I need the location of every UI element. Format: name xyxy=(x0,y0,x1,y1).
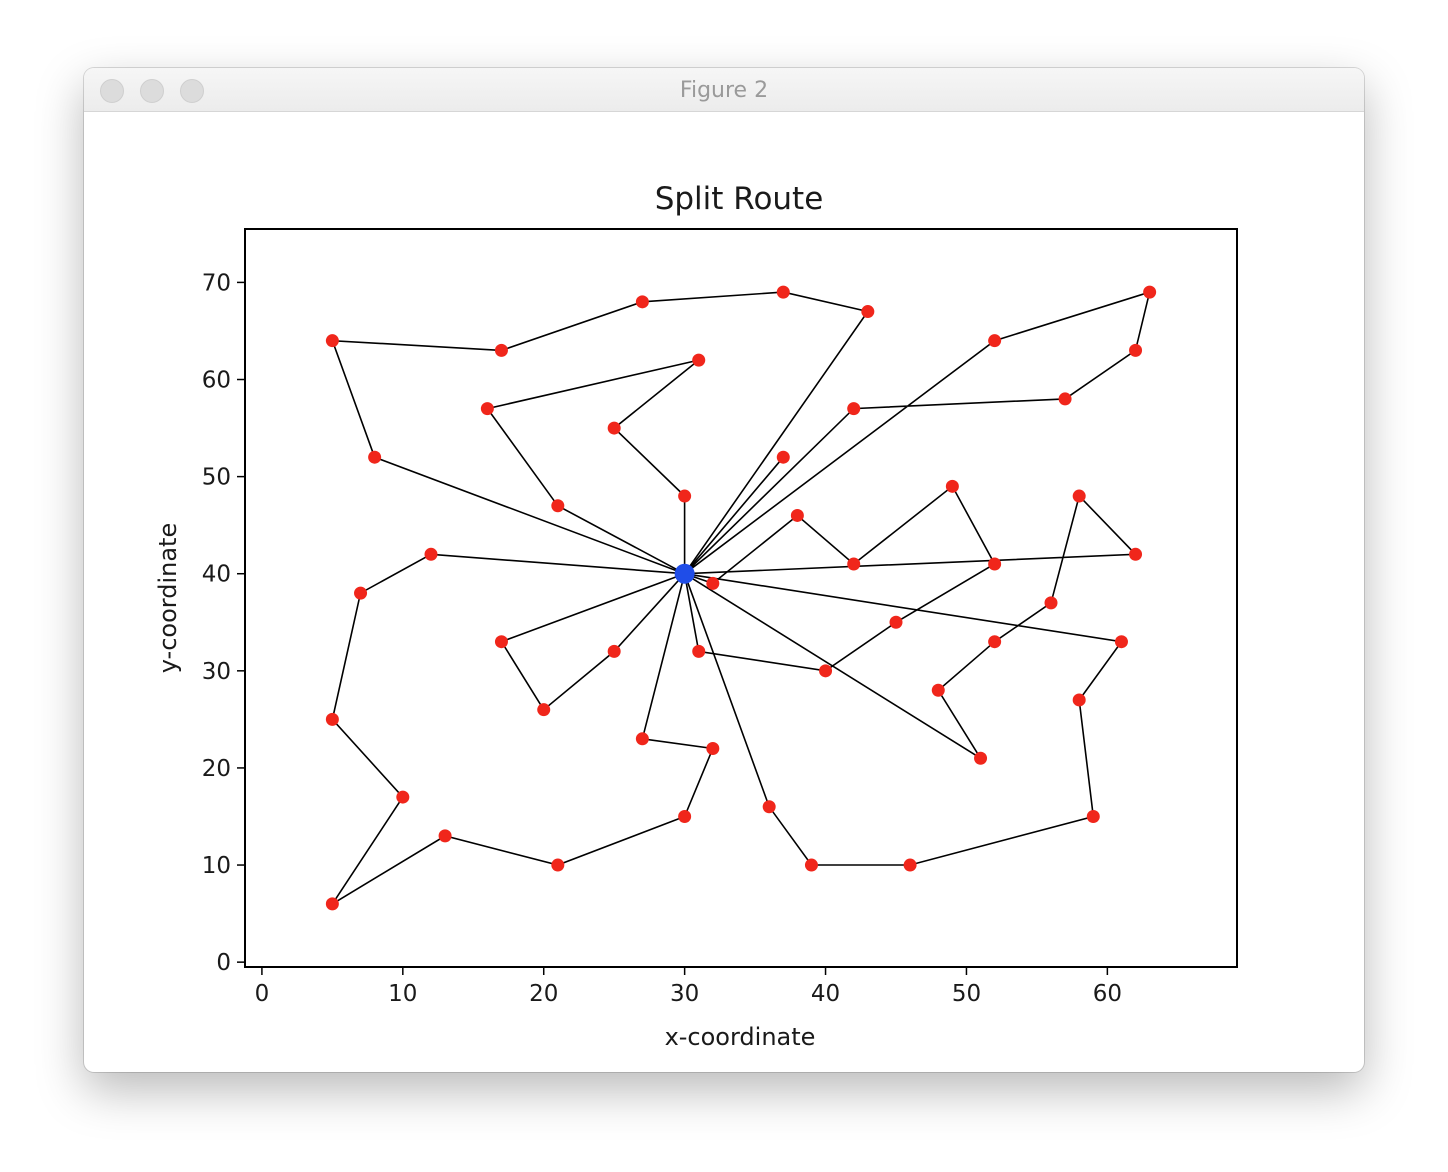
customer-point xyxy=(1072,693,1086,707)
customer-point xyxy=(692,353,706,367)
customer-point xyxy=(988,557,1002,571)
customer-point xyxy=(790,508,804,522)
y-tick-label: 30 xyxy=(202,659,231,685)
route-1-line xyxy=(486,359,700,575)
customer-point xyxy=(368,450,382,464)
x-tick-label: 10 xyxy=(388,981,417,1007)
maximize-window-button[interactable] xyxy=(180,79,204,103)
customer-point xyxy=(1044,596,1058,610)
x-tick-label: 60 xyxy=(1093,981,1122,1007)
y-axis-label: y-coordinate xyxy=(154,523,182,673)
window-title: Figure 2 xyxy=(679,78,769,103)
customer-point xyxy=(706,576,720,590)
y-tick-label: 50 xyxy=(202,465,231,491)
y-tick-label: 0 xyxy=(216,950,231,976)
customer-point xyxy=(988,635,1002,649)
customer-point xyxy=(861,305,875,319)
y-tick-label: 10 xyxy=(202,853,231,879)
customer-point xyxy=(607,421,621,435)
x-tick-label: 0 xyxy=(255,981,270,1007)
route-8-line xyxy=(331,553,714,905)
customer-point xyxy=(903,858,917,872)
customer-point xyxy=(1114,635,1128,649)
close-window-button[interactable] xyxy=(100,79,124,103)
customer-point xyxy=(889,615,903,629)
customer-point xyxy=(494,635,508,649)
customer-point xyxy=(678,489,692,503)
customer-point xyxy=(692,644,706,658)
customer-point xyxy=(537,703,551,717)
figure-canvas: Split Route 0 10 20 30 40 50 60 0 10 20 30 40 50 60 70… xyxy=(84,111,1364,1072)
customer-point xyxy=(438,829,452,843)
customer-point xyxy=(635,295,649,309)
x-tick-label: 30 xyxy=(670,981,699,1007)
customer-point xyxy=(1129,547,1143,561)
customer-point xyxy=(974,751,988,765)
minimize-window-button[interactable] xyxy=(140,79,164,103)
customer-point xyxy=(480,402,494,416)
x-tick-label: 40 xyxy=(811,981,840,1007)
customer-point xyxy=(396,790,410,804)
route-6-line xyxy=(684,494,1138,759)
customer-point xyxy=(847,557,861,571)
customer-point xyxy=(1086,809,1100,823)
x-axis-label: x-coordinate xyxy=(665,1023,816,1051)
customer-point xyxy=(551,858,565,872)
title-bar[interactable]: Figure 2 xyxy=(84,68,1364,112)
y-tick-label: 70 xyxy=(202,270,231,296)
customer-point xyxy=(678,809,692,823)
y-tick-label: 60 xyxy=(202,368,231,394)
customer-point xyxy=(551,499,565,513)
customer-point xyxy=(354,586,368,600)
customer-point xyxy=(931,683,945,697)
customer-point xyxy=(1072,489,1086,503)
customer-point xyxy=(804,858,818,872)
y-tick-label: 40 xyxy=(202,562,231,588)
axes-frame xyxy=(244,228,1238,968)
customer-point xyxy=(988,334,1002,348)
customer-point xyxy=(819,664,833,678)
customer-point xyxy=(325,334,339,348)
route-7-line xyxy=(683,572,1123,866)
customer-point xyxy=(494,343,508,357)
customer-point xyxy=(776,450,790,464)
figure-window: Figure 2 Split Route 0 10 20 30 40 50 60 0 10 20 3… xyxy=(84,68,1364,1072)
chart-title: Split Route xyxy=(655,181,824,217)
customer-point xyxy=(1143,285,1157,299)
route-9-line xyxy=(500,572,686,711)
customer-point xyxy=(847,402,861,416)
route-5-line xyxy=(683,485,996,672)
route-2-line xyxy=(331,291,870,575)
customer-point xyxy=(325,897,339,911)
customer-point xyxy=(1058,392,1072,406)
customer-point xyxy=(325,712,339,726)
customer-point xyxy=(776,285,790,299)
customer-point xyxy=(424,547,438,561)
customer-point xyxy=(1129,343,1143,357)
customer-point xyxy=(762,800,776,814)
y-tick-label: 20 xyxy=(202,756,231,782)
customer-point xyxy=(607,644,621,658)
customer-point xyxy=(945,479,959,493)
route-3-line xyxy=(684,290,1151,575)
x-tick-label: 50 xyxy=(952,981,981,1007)
route-4-line xyxy=(683,456,784,575)
x-tick-label: 20 xyxy=(529,981,558,1007)
depot-point xyxy=(674,563,695,584)
customer-point xyxy=(706,742,720,756)
route-chart: Split Route 0 10 20 30 40 50 60 0 10 20 30 40 50 60 70… xyxy=(154,181,1238,1051)
customer-point xyxy=(635,732,649,746)
